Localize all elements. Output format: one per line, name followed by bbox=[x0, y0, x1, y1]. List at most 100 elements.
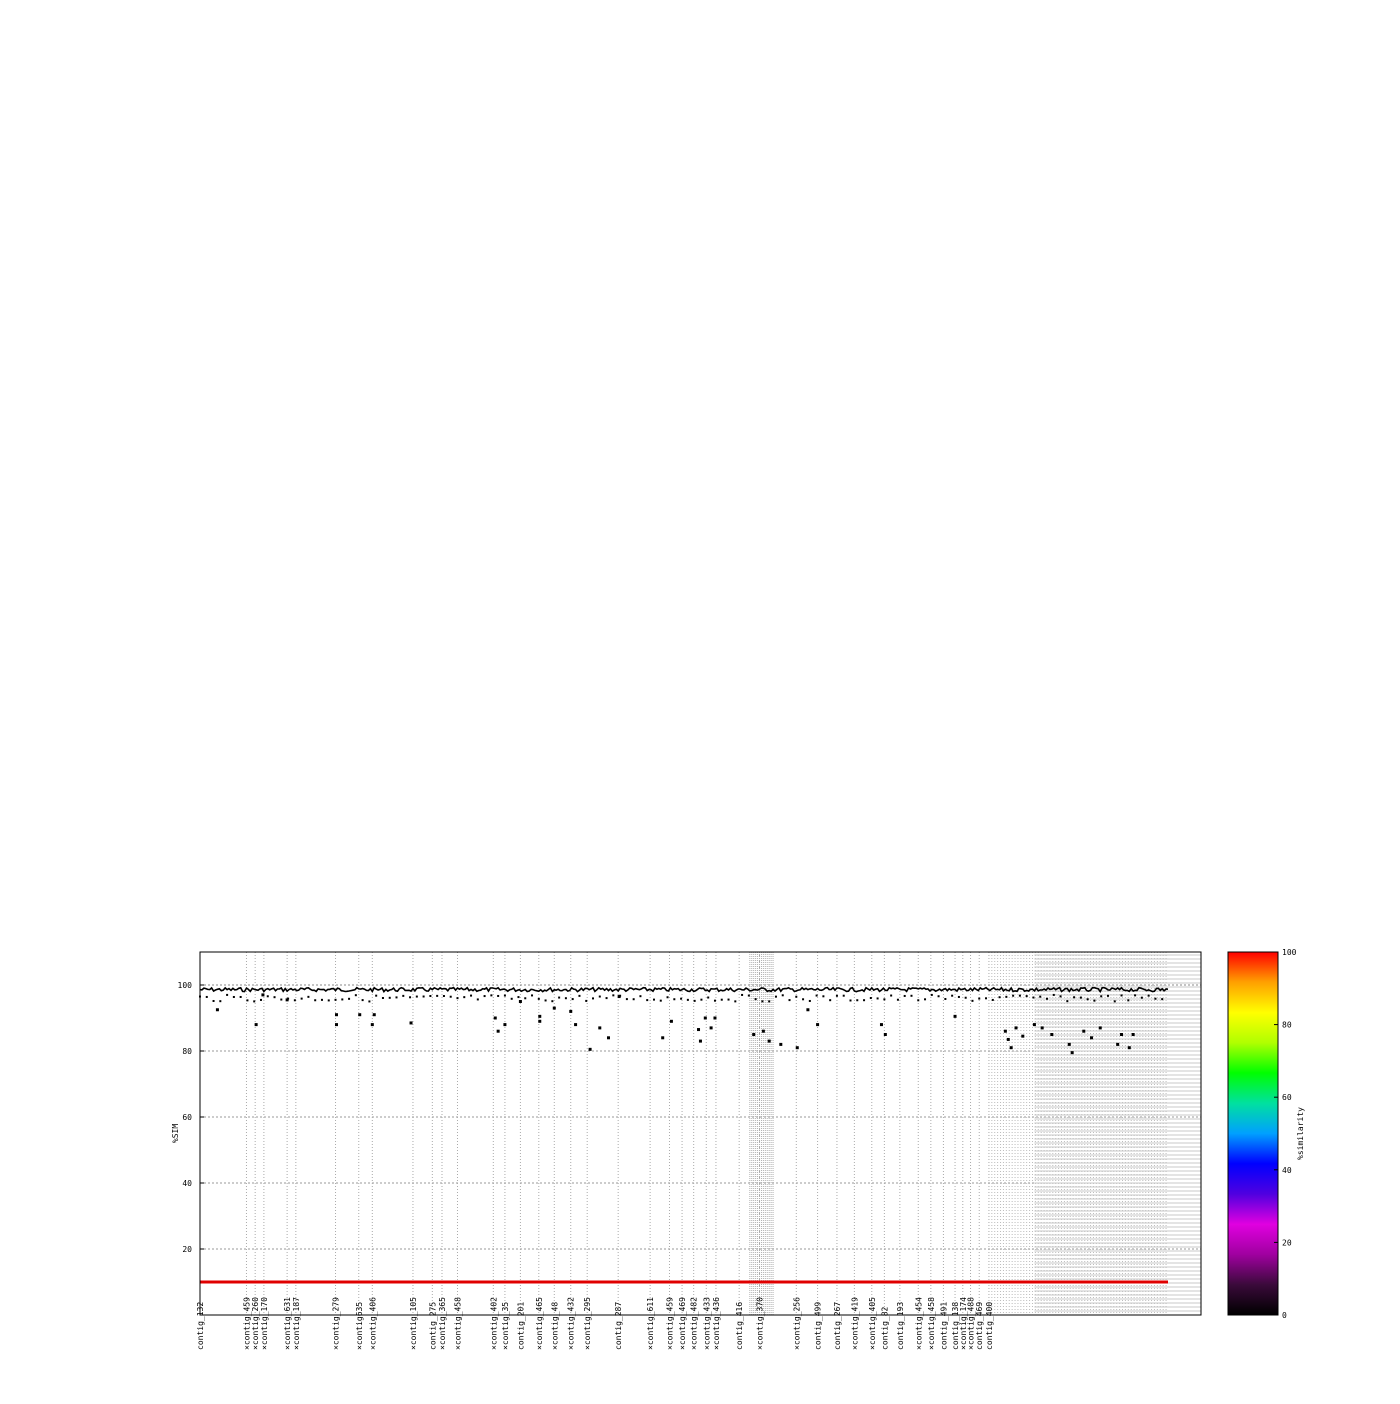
data-point bbox=[1003, 1029, 1007, 1033]
data-point-minor bbox=[1039, 995, 1042, 998]
data-point-minor bbox=[978, 997, 981, 1000]
y-tick-label: 40 bbox=[182, 1179, 192, 1188]
data-point-minor bbox=[605, 997, 608, 1000]
data-point-minor bbox=[402, 994, 405, 997]
data-point bbox=[372, 1013, 376, 1017]
data-point-minor bbox=[1113, 1000, 1116, 1003]
data-point-minor bbox=[734, 1000, 737, 1003]
data-point-minor bbox=[863, 999, 866, 1002]
data-point-minor bbox=[639, 995, 642, 998]
contig-label: contig_416 bbox=[735, 1302, 744, 1350]
data-point-minor bbox=[544, 999, 547, 1002]
contig-label: ×contig_370 bbox=[756, 1297, 765, 1350]
data-point-minor bbox=[659, 999, 662, 1002]
data-point-minor bbox=[1032, 996, 1035, 999]
data-point-minor bbox=[917, 999, 920, 1002]
data-points bbox=[199, 993, 1164, 1055]
colorbar-tick-label: 20 bbox=[1282, 1238, 1292, 1247]
contig-label: ×contig_405 bbox=[868, 1297, 877, 1350]
data-point bbox=[1009, 1046, 1013, 1050]
data-point-minor bbox=[625, 998, 628, 1001]
data-point bbox=[806, 1008, 810, 1012]
data-point-minor bbox=[551, 1000, 554, 1003]
data-point-minor bbox=[510, 997, 513, 1000]
data-point bbox=[261, 993, 265, 997]
contig-label: ×contig_48 bbox=[550, 1302, 559, 1350]
data-point bbox=[752, 1033, 756, 1036]
grid bbox=[199, 952, 1201, 1315]
data-point-minor bbox=[903, 994, 906, 997]
data-point-minor bbox=[259, 998, 262, 1001]
data-point-minor bbox=[232, 995, 235, 998]
data-point-minor bbox=[1079, 996, 1082, 999]
data-point-minor bbox=[991, 998, 994, 1001]
contig-label: ×contig_459 bbox=[665, 1297, 674, 1350]
data-point-minor bbox=[707, 996, 710, 999]
data-point bbox=[334, 1013, 338, 1017]
data-point-minor bbox=[835, 994, 838, 997]
data-point-minor bbox=[1086, 998, 1089, 1001]
data-point-minor bbox=[381, 996, 384, 999]
data-point-minor bbox=[808, 999, 811, 1002]
data-point-minor bbox=[937, 995, 940, 998]
data-point-minor bbox=[1154, 997, 1157, 1000]
data-point-minor bbox=[476, 998, 479, 1001]
data-point-minor bbox=[849, 999, 852, 1002]
data-point-minor bbox=[856, 999, 859, 1002]
y-tick-label: 100 bbox=[178, 981, 193, 990]
data-point-minor bbox=[924, 998, 927, 1001]
data-point-minor bbox=[287, 997, 290, 1000]
data-point-minor bbox=[585, 999, 588, 1002]
data-point bbox=[588, 1047, 592, 1051]
colorbar-tick-label: 60 bbox=[1282, 1093, 1292, 1102]
data-point-minor bbox=[1140, 996, 1143, 999]
data-point-minor bbox=[788, 999, 791, 1002]
data-point-minor bbox=[334, 998, 337, 1001]
data-point-minor bbox=[375, 994, 378, 997]
contig-label: ×contig635 bbox=[355, 1302, 364, 1350]
data-point bbox=[606, 1036, 610, 1040]
data-point bbox=[1131, 1033, 1135, 1036]
data-point-minor bbox=[1018, 994, 1021, 997]
data-point-minor bbox=[964, 996, 967, 999]
data-point bbox=[370, 1023, 374, 1027]
data-point-minor bbox=[951, 994, 954, 997]
data-point bbox=[215, 1008, 219, 1012]
contig-label: ×contig_402 bbox=[489, 1297, 498, 1350]
contig-label: contig_193 bbox=[896, 1302, 905, 1350]
data-point-minor bbox=[564, 997, 567, 1000]
data-point-minor bbox=[693, 999, 696, 1002]
data-point bbox=[883, 1033, 887, 1036]
colorbar-gradient bbox=[1227, 951, 1279, 1316]
contig-label: ×contig_488 bbox=[967, 1297, 976, 1350]
data-point-minor bbox=[680, 997, 683, 1000]
data-point-minor bbox=[314, 999, 317, 1002]
data-point-minor bbox=[781, 994, 784, 997]
similarity-line bbox=[199, 986, 1169, 994]
colorbar-tick-label: 80 bbox=[1282, 1021, 1292, 1030]
y-axis-label: %SIM bbox=[171, 1124, 180, 1143]
contig-label: ×contig_465 bbox=[535, 1297, 544, 1350]
data-point-minor bbox=[442, 995, 445, 998]
data-point-minor bbox=[307, 995, 310, 998]
contig-label: ×contig_170 bbox=[260, 1297, 269, 1350]
contig-label: contig_138 bbox=[951, 1302, 960, 1350]
data-point bbox=[358, 1013, 362, 1017]
data-point-minor bbox=[1046, 997, 1048, 1000]
contig-label: ×contig_295 bbox=[583, 1297, 592, 1350]
contig-label: contig_132 bbox=[196, 1302, 205, 1350]
data-point bbox=[552, 1006, 556, 1010]
colorbar-label: %similarity bbox=[1296, 1107, 1305, 1160]
data-point-minor bbox=[1161, 998, 1164, 1001]
data-point-minor bbox=[713, 999, 716, 1002]
data-point bbox=[569, 1009, 573, 1013]
colorbar-tick-label: 40 bbox=[1282, 1166, 1292, 1175]
data-point-minor bbox=[896, 998, 899, 1001]
contig-label: contig_201 bbox=[516, 1302, 525, 1350]
data-point-minor bbox=[239, 995, 242, 998]
colorbar-tick-label: 100 bbox=[1282, 948, 1297, 957]
data-point-minor bbox=[1100, 995, 1103, 998]
contig-label: ×contig_459 bbox=[242, 1297, 251, 1350]
